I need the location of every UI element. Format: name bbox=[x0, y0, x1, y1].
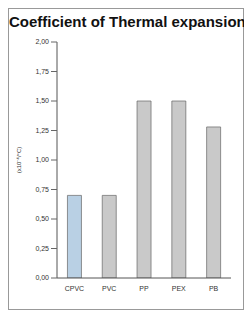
svg-text:(x10⁻⁴/°C): (x10⁻⁴/°C) bbox=[16, 147, 22, 174]
svg-text:1,75: 1,75 bbox=[35, 68, 49, 75]
svg-text:0,50: 0,50 bbox=[35, 215, 49, 222]
svg-text:1,50: 1,50 bbox=[35, 97, 49, 104]
svg-text:PP: PP bbox=[139, 285, 149, 292]
html-text:Coefficient of Thermal expansi: Coefficient of Thermal expansion bbox=[9, 13, 246, 30]
svg-text:PB: PB bbox=[209, 285, 219, 292]
svg-text:0,00: 0,00 bbox=[35, 274, 49, 281]
svg-text:PVC: PVC bbox=[102, 285, 116, 292]
svg-text:1,25: 1,25 bbox=[35, 127, 49, 134]
svg-text:PEX: PEX bbox=[172, 285, 186, 292]
svg-text:2,00: 2,00 bbox=[35, 38, 49, 45]
svg-text:CPVC: CPVC bbox=[65, 285, 84, 292]
svg-text:0,25: 0,25 bbox=[35, 245, 49, 252]
svg-text:1,00: 1,00 bbox=[35, 156, 49, 163]
svg-text:0,75: 0,75 bbox=[35, 186, 49, 193]
